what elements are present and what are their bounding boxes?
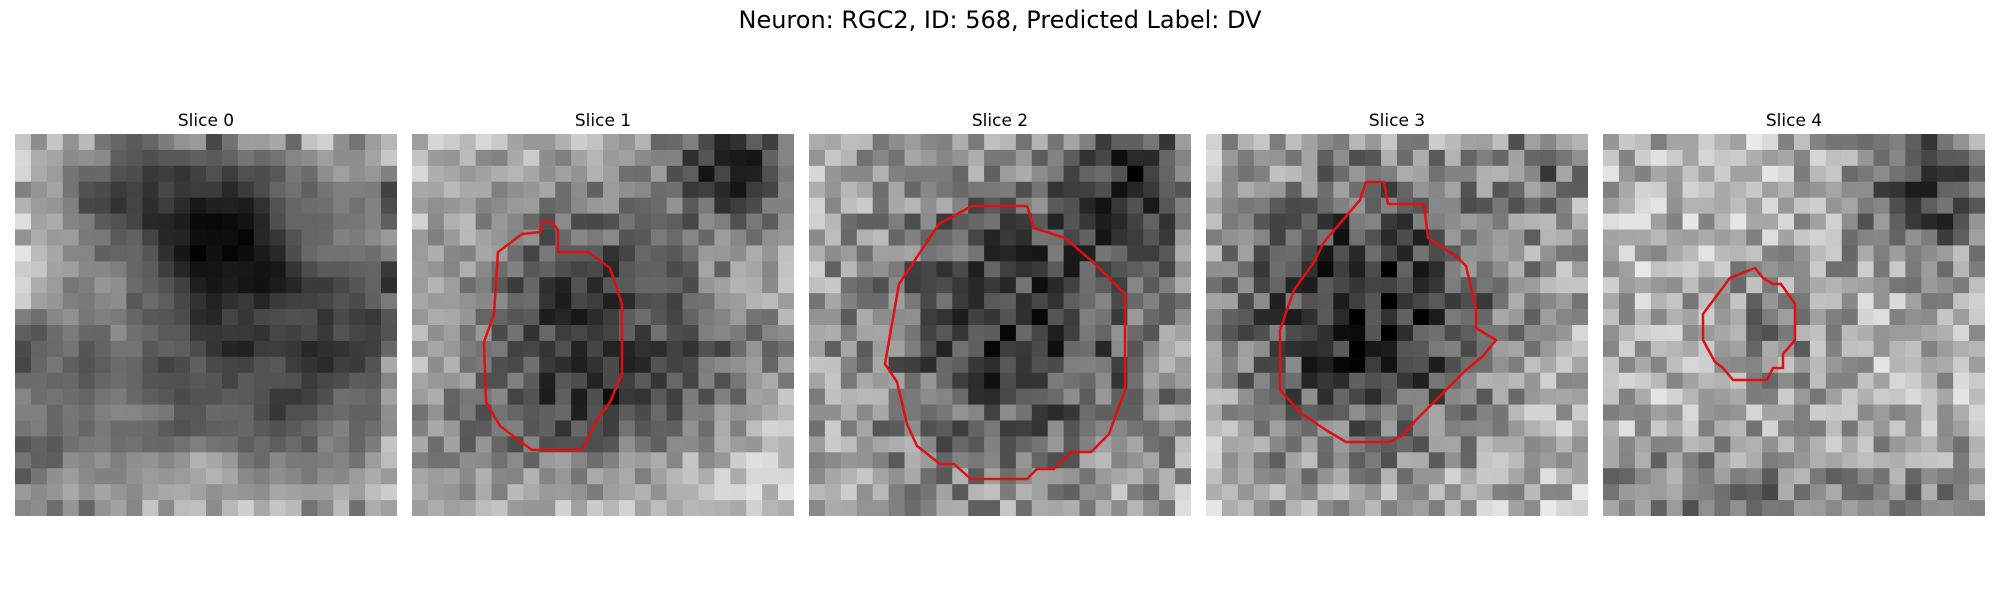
- neuron-outline: [1701, 266, 1797, 382]
- slice-title: Slice 0: [177, 111, 235, 131]
- slice-title: Slice 1: [574, 111, 632, 131]
- neuron-outline: [883, 204, 1127, 481]
- slice-panel-3: Slice 3: [1206, 110, 1588, 516]
- figure-title: Neuron: RGC2, ID: 568, Predicted Label: …: [738, 6, 1262, 34]
- slice-image-3: [1206, 134, 1588, 516]
- slice-image-4: [1603, 134, 1985, 516]
- slice-title: Slice 3: [1368, 111, 1426, 131]
- slice-panel-2: Slice 2: [809, 110, 1191, 516]
- slice-panel-4: Slice 4: [1603, 110, 1985, 516]
- slice-image-1: [412, 134, 794, 516]
- slice-title: Slice 2: [971, 111, 1029, 131]
- slice-title: Slice 4: [1765, 111, 1823, 131]
- slice-panel-0: Slice 0: [15, 110, 397, 516]
- slice-image-2: [809, 134, 1191, 516]
- neuron-outline: [482, 220, 624, 452]
- slice-panel-1: Slice 1: [412, 110, 794, 516]
- slice-image-0: [15, 134, 397, 516]
- neuron-outline: [1278, 180, 1498, 444]
